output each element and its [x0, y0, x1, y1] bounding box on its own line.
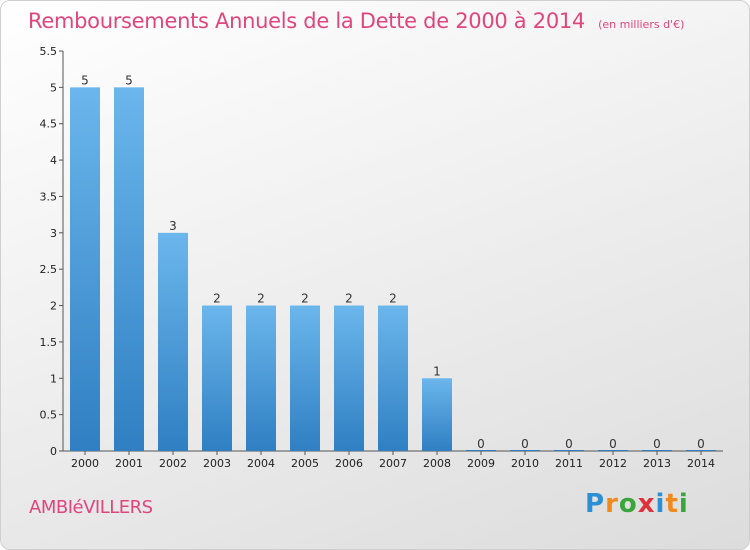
x-tick-label: 2012	[599, 457, 627, 470]
logo-letter: r	[605, 489, 619, 519]
bar-value-label: 5	[125, 73, 133, 87]
x-tick-label: 2011	[555, 457, 583, 470]
y-tick-label: 1.5	[40, 336, 58, 349]
chart-title-main: Remboursements Annuels de la Dette de 20…	[28, 9, 585, 33]
x-tick-label: 2005	[291, 457, 319, 470]
bar	[422, 378, 452, 451]
logo-letter: i	[655, 489, 666, 519]
bar-value-label: 0	[477, 437, 485, 451]
bar-value-label: 0	[521, 437, 529, 451]
y-tick-label: 5	[50, 81, 57, 94]
x-tick-label: 2007	[379, 457, 407, 470]
logo-letter: x	[637, 489, 656, 519]
bar-value-label: 0	[653, 437, 661, 451]
bar	[290, 305, 320, 451]
bar	[158, 232, 188, 451]
bar-value-label: 2	[213, 292, 221, 306]
chart-title-unit: (en milliers d'€)	[598, 18, 685, 31]
bar-value-label: 5	[81, 73, 89, 87]
y-tick-label: 3	[50, 227, 57, 240]
y-tick-label: 0.5	[40, 409, 58, 422]
commune-name: AMBIéVILLERS	[29, 497, 153, 518]
bar-value-label: 3	[169, 219, 177, 233]
bar-value-label: 2	[301, 292, 309, 306]
bar	[246, 305, 276, 451]
y-tick-label: 1	[50, 372, 57, 385]
x-tick-label: 2010	[511, 457, 539, 470]
chart-title: Remboursements Annuels de la Dette de 20…	[28, 9, 684, 33]
x-tick-label: 2001	[115, 457, 143, 470]
logo-letter: o	[618, 489, 638, 519]
y-tick-label: 4.5	[40, 118, 58, 131]
x-tick-label: 2009	[467, 457, 495, 470]
y-tick-label: 2	[50, 300, 57, 313]
y-tick-label: 0	[50, 445, 57, 458]
logo-letter: P	[585, 489, 606, 519]
logo-letter: i	[678, 489, 689, 519]
bar-value-label: 0	[609, 437, 617, 451]
y-tick-label: 3.5	[40, 190, 58, 203]
bar	[334, 305, 364, 451]
x-tick-label: 2008	[423, 457, 451, 470]
x-tick-label: 2014	[687, 457, 715, 470]
bar-value-label: 2	[257, 292, 265, 306]
x-tick-label: 2000	[71, 457, 99, 470]
x-tick-label: 2004	[247, 457, 275, 470]
bar	[114, 87, 144, 451]
y-tick-label: 4	[50, 154, 57, 167]
bar	[378, 305, 408, 451]
bar-value-label: 1	[433, 364, 441, 378]
bar-value-label: 0	[697, 437, 705, 451]
x-tick-label: 2013	[643, 457, 671, 470]
x-tick-label: 2003	[203, 457, 231, 470]
x-tick-label: 2002	[159, 457, 187, 470]
proxiti-logo: Proxiti	[585, 489, 689, 519]
logo-letter: t	[665, 489, 679, 519]
y-tick-label: 5.5	[40, 45, 58, 58]
bar-value-label: 0	[565, 437, 573, 451]
bar-value-label: 2	[345, 292, 353, 306]
bar-value-label: 2	[389, 292, 397, 306]
x-tick-label: 2006	[335, 457, 363, 470]
bar	[202, 305, 232, 451]
y-tick-label: 2.5	[40, 263, 58, 276]
bar	[70, 87, 100, 451]
